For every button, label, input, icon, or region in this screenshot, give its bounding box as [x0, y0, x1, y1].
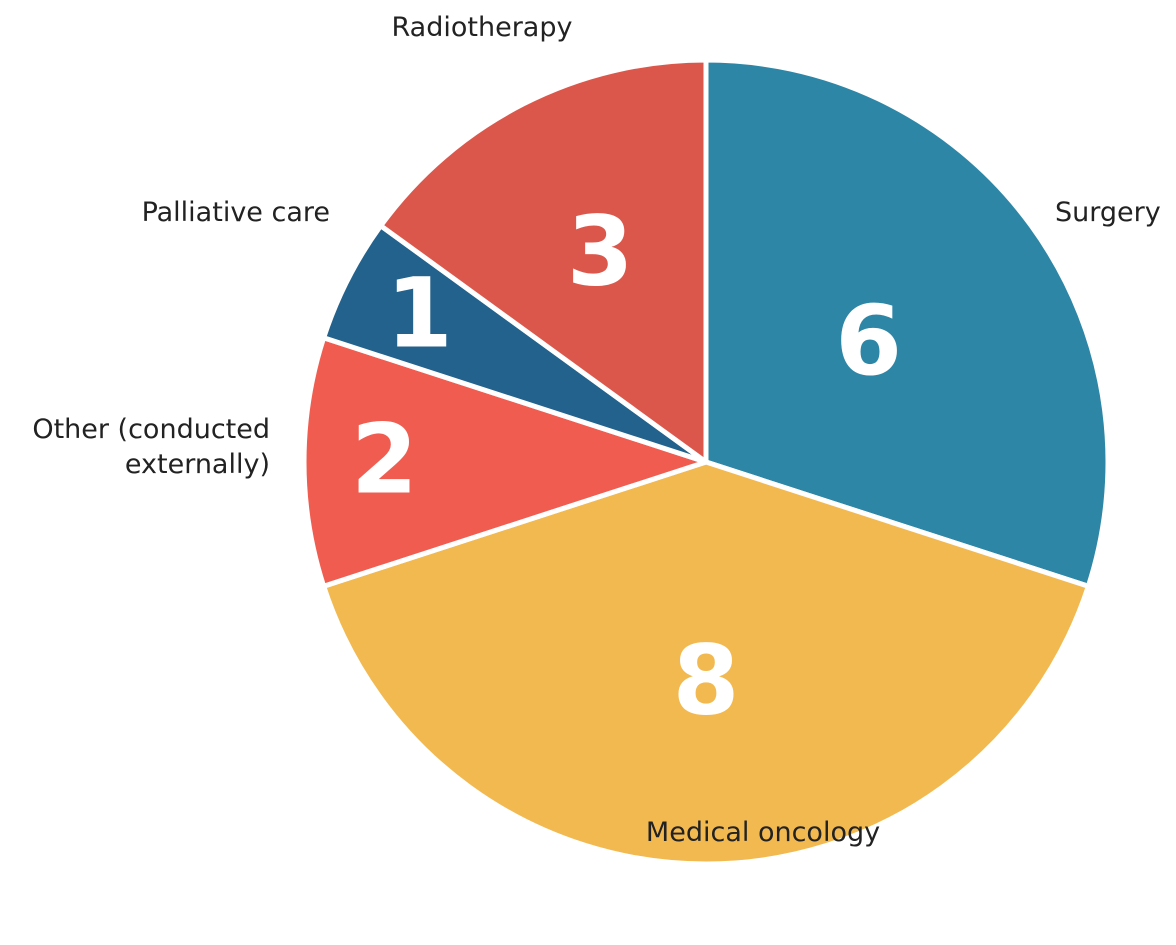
pie-slice — [703, 57, 1111, 589]
pie-slice — [378, 57, 709, 465]
value-label: 8 — [673, 624, 740, 736]
slice-label: Medical oncology — [645, 817, 881, 848]
pie-slice — [321, 459, 1091, 867]
value-label: 3 — [567, 196, 634, 308]
slice-label: Radiotherapy — [391, 12, 573, 43]
pie-slice — [301, 335, 709, 589]
slice-label: Surgery — [1055, 197, 1161, 228]
value-label: 2 — [351, 403, 418, 515]
value-label: 1 — [386, 257, 453, 369]
slice-label: Palliative care — [141, 197, 330, 228]
slice-label: Other (conducted externally) — [32, 414, 270, 480]
value-label: 6 — [835, 285, 902, 397]
